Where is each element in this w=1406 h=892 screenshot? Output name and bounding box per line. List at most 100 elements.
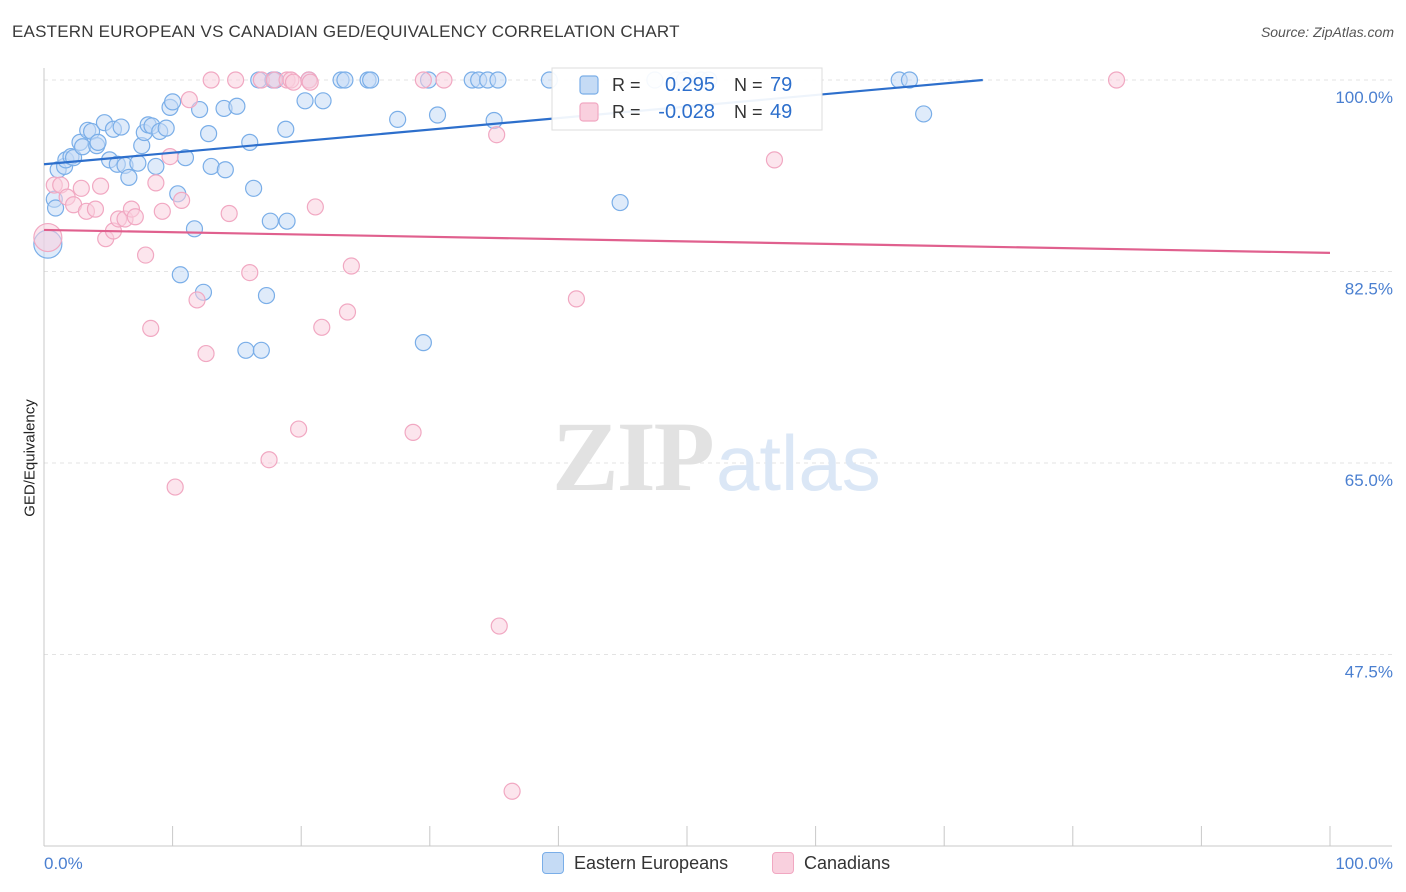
eastern-point-18: [112, 118, 130, 136]
eastern-point-32: [171, 266, 189, 284]
canadian-point-46: [490, 617, 508, 635]
canadian-point-18: [153, 202, 171, 220]
eastern-point-70: [611, 193, 629, 212]
y-tick-label-2: 65.0%: [1345, 471, 1393, 490]
canadian-point-43: [414, 71, 432, 89]
eastern-point-20: [120, 168, 138, 186]
eastern-point-63: [428, 106, 447, 124]
eastern-point-28: [157, 119, 175, 137]
canadian-point-48: [567, 290, 586, 308]
eastern-point-77: [900, 71, 919, 89]
eastern-point-55: [314, 92, 332, 110]
eastern-point-43: [241, 133, 259, 151]
legend-item-eastern-europeans[interactable]: Eastern Europeans: [542, 852, 728, 874]
eastern-point-9: [73, 138, 92, 156]
legend-item-canadians[interactable]: Canadians: [772, 852, 890, 874]
canadian-point-44: [435, 71, 453, 89]
stats-r-value-canadian: -0.028: [658, 101, 715, 123]
stats-n-value-canadian: 49: [770, 101, 792, 123]
canadian-point-16: [142, 319, 160, 338]
canadian-point-37: [301, 73, 319, 91]
canadian-point-5: [72, 179, 90, 197]
canadian-point-38: [306, 198, 324, 216]
eastern-point-59: [362, 71, 380, 89]
eastern-point-60: [389, 110, 407, 128]
eastern-point-30: [164, 93, 182, 111]
canadian-point-25: [202, 71, 220, 89]
watermark-atlas: atlas: [716, 419, 881, 507]
canadian-point-35: [290, 420, 308, 438]
canadian-point-40: [338, 303, 357, 321]
stats-r-label-canadian: R =: [612, 102, 641, 122]
eastern-point-53: [296, 92, 314, 110]
stats-n-value-eastern: 79: [770, 74, 792, 96]
eastern-point-41: [228, 97, 246, 115]
canadian-point-26: [220, 204, 238, 223]
stats-swatch-canadian: [579, 102, 599, 122]
eastern-point-26: [147, 157, 165, 176]
eastern-point-40: [216, 161, 234, 179]
canadian-point-49: [765, 151, 784, 169]
x-tick-label-right: 100.0%: [1335, 854, 1393, 873]
eastern-point-57: [336, 71, 354, 89]
canadian-point-24: [197, 344, 215, 363]
canadian-point-7: [86, 200, 105, 218]
canadian-point-50: [1107, 71, 1126, 89]
eastern-point-47: [257, 286, 276, 305]
y-tick-label-3: 47.5%: [1345, 663, 1393, 682]
eastern-point-78: [915, 105, 933, 123]
canadian-point-42: [404, 423, 422, 441]
eastern-point-67: [485, 111, 503, 130]
x-tick-label-left: 0.0%: [44, 854, 83, 873]
canadian-point-22: [180, 91, 198, 109]
canadian-point-20: [166, 478, 184, 496]
stats-r-value-eastern: 0.295: [665, 74, 715, 96]
y-tick-label-0: 100.0%: [1335, 88, 1393, 107]
eastern-point-21: [129, 154, 147, 172]
eastern-point-52: [277, 120, 295, 138]
stats-r-label-eastern: R =: [612, 75, 641, 95]
canadian-point-0: [33, 222, 63, 253]
canadian-point-28: [241, 263, 259, 282]
eastern-trend-line: [43, 78, 983, 166]
stats-n-label-canadian: N =: [734, 102, 763, 122]
canadian-point-47: [503, 782, 521, 800]
eastern-point-44: [245, 179, 263, 197]
stats-swatch-eastern: [579, 75, 599, 95]
canadian-point-21: [173, 191, 191, 209]
canadian-point-17: [147, 174, 165, 192]
canadian-trend-line: [43, 228, 1331, 254]
canadian-point-15: [136, 246, 155, 264]
legend-label-eastern-europeans: Eastern Europeans: [574, 852, 729, 873]
eastern-point-37: [200, 125, 218, 143]
canadian-point-39: [313, 318, 331, 336]
canadian-point-34: [284, 73, 303, 91]
y-tick-label-1: 82.5%: [1345, 280, 1393, 299]
canadian-point-45: [488, 126, 506, 144]
legend-swatch-canadians: [772, 852, 794, 874]
canadian-point-23: [188, 291, 206, 309]
chart-title: EASTERN EUROPEAN VS CANADIAN GED/EQUIVAL…: [12, 22, 680, 41]
eastern-point-61: [414, 334, 432, 352]
eastern-point-38: [202, 157, 220, 176]
eastern-point-13: [89, 133, 107, 151]
canadian-point-19: [161, 148, 179, 166]
canadian-point-14: [126, 208, 144, 226]
eastern-point-2: [46, 199, 65, 217]
eastern-point-48: [261, 212, 279, 230]
eastern-point-42: [237, 341, 255, 359]
canadian-point-30: [260, 451, 278, 469]
chart-source: Source: ZipAtlas.com: [1260, 24, 1394, 40]
legend-label-canadians: Canadians: [804, 852, 891, 873]
eastern-point-51: [278, 212, 296, 230]
eastern-point-68: [489, 71, 507, 89]
eastern-point-34: [185, 220, 204, 238]
eastern-point-46: [252, 341, 270, 359]
watermark-zip: ZIP: [552, 401, 713, 512]
canadian-point-27: [227, 71, 245, 89]
bottom-legend: Eastern Europeans Canadians: [0, 852, 1406, 878]
stats-n-label-eastern: N =: [734, 75, 763, 95]
canadian-point-41: [342, 257, 360, 275]
legend-swatch-eastern-europeans: [542, 852, 564, 874]
